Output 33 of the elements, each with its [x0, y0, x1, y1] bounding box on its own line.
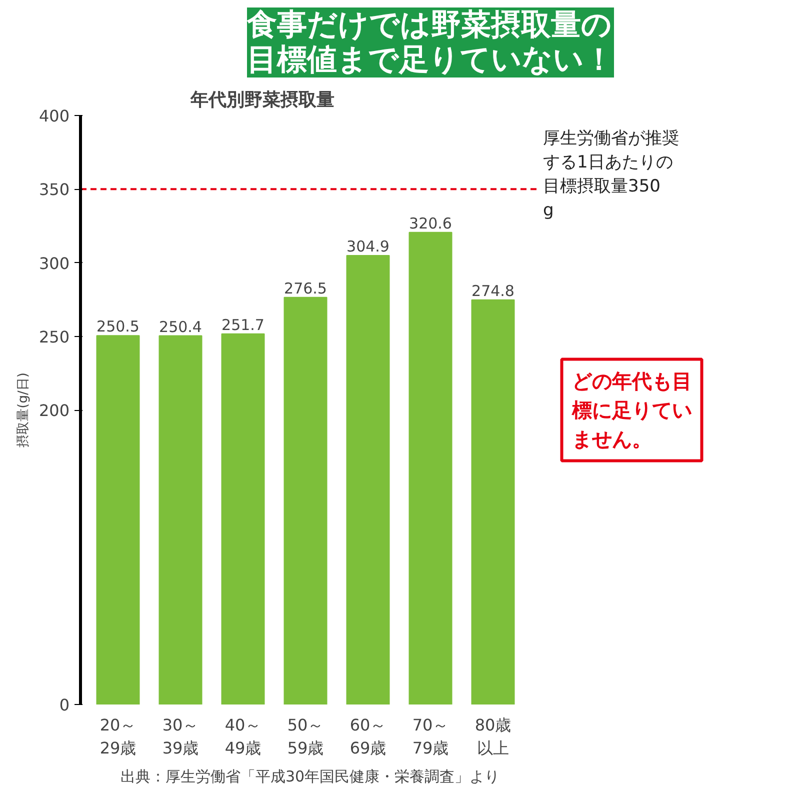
- bar: [471, 299, 515, 704]
- bar: [346, 255, 390, 704]
- data-label: 274.8: [472, 282, 514, 300]
- data-label: 251.7: [222, 316, 264, 334]
- source-note: 出典：厚生労働省「平成30年国民健康・栄養調査」より: [120, 768, 500, 786]
- x-tick-label: 60～69歳: [350, 716, 386, 758]
- y-axis-title: 摂取量(g/日): [16, 372, 31, 448]
- ref-line-label: 厚生労働省が推奨する1日あたりの目標摂取量350g: [543, 128, 679, 220]
- chart-title: 食事だけでは野菜摂取量の目標値まで足りていない！: [246, 8, 614, 78]
- y-tick-label: 350: [38, 180, 70, 200]
- chart-subtitle: 年代別野菜摂取量: [190, 90, 334, 110]
- bar: [158, 335, 202, 704]
- data-label: 320.6: [409, 214, 452, 232]
- y-tick-label: 200: [38, 401, 70, 420]
- y-tick-label: 300: [38, 254, 70, 273]
- x-tick-label: 50～59歳: [287, 716, 324, 758]
- y-tick-label: 400: [38, 106, 70, 126]
- x-tick-label: 70～79歳: [412, 716, 449, 758]
- x-tick-label: 20～29歳: [100, 716, 136, 758]
- bar: [221, 333, 265, 704]
- data-label: 276.5: [284, 279, 327, 298]
- x-tick-label: 40～49歳: [224, 716, 262, 758]
- bar: [284, 296, 328, 704]
- x-tick-label: 80歳以上: [474, 716, 512, 758]
- bar: [96, 335, 140, 704]
- data-label: 250.4: [159, 318, 202, 336]
- data-label: 250.5: [96, 318, 140, 336]
- y-tick-label: 250: [38, 327, 70, 346]
- text: どの年代も目標に足りていません。: [570, 369, 692, 451]
- bar: [408, 232, 452, 704]
- x-tick-label: 30～39歳: [162, 716, 199, 758]
- data-label: 304.9: [346, 238, 390, 256]
- y-tick-label: 0: [59, 696, 70, 714]
